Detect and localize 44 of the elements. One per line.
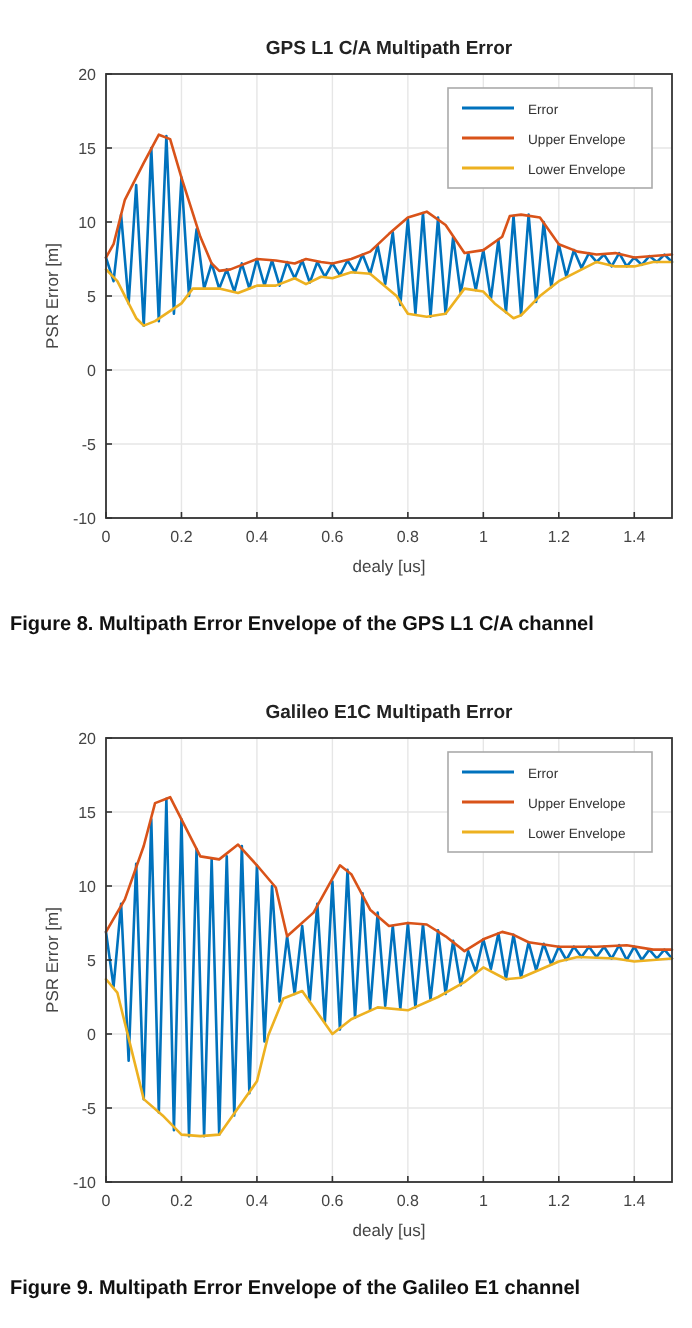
- x-tick-label: 0.2: [170, 1192, 194, 1210]
- line-series: [104, 133, 674, 273]
- y-tick-label: -10: [72, 1174, 98, 1192]
- y-tick-label: 0: [87, 1026, 98, 1044]
- caption: Figure 9. Multipath Error Envelope of the Galileo E1 channel: [10, 1278, 581, 1300]
- x-tick-label: 0.2: [170, 528, 194, 546]
- caption: Figure 8. Multipath Error Envelope of the GPS L1 C/A channel: [10, 614, 595, 636]
- y-tick-label: 20: [78, 66, 98, 84]
- x-tick-label: 1: [478, 1192, 489, 1210]
- x-tick-label: 1.2: [547, 528, 572, 546]
- line-series: [104, 260, 674, 327]
- chart-title: GPS L1 C/A Multipath Error: [265, 38, 513, 60]
- x-tick-label: 1.4: [623, 1192, 647, 1210]
- y-tick-label: 10: [78, 214, 98, 232]
- x-tick-label: 0: [101, 1192, 112, 1210]
- x-tick-label: 1.2: [547, 1192, 572, 1210]
- y-tick-label: -5: [81, 1100, 98, 1118]
- x-axis-title: dealy [us]: [352, 1220, 426, 1240]
- y-tick-label: -10: [72, 510, 98, 528]
- x-tick-label: 0: [101, 528, 112, 546]
- y-tick-label: 5: [87, 288, 98, 306]
- line-series: [104, 795, 674, 953]
- y-tick-label: -5: [81, 436, 98, 454]
- x-tick-label: 0.4: [245, 1192, 270, 1210]
- x-tick-label: 0.8: [396, 1192, 421, 1210]
- line-series: [104, 797, 674, 1138]
- y-tick-label: 15: [78, 804, 98, 822]
- line-series: [104, 134, 674, 327]
- y-tick-label: 20: [78, 730, 98, 748]
- y-axis-title: PSR Error [m]: [42, 243, 62, 349]
- y-tick-label: 10: [78, 878, 98, 896]
- x-tick-label: 0.6: [321, 528, 345, 546]
- x-tick-label: 1: [478, 528, 489, 546]
- y-tick-label: 15: [78, 140, 98, 158]
- line-series: [104, 955, 674, 1138]
- y-axis-title: PSR Error [m]: [42, 907, 62, 1013]
- chart-title: Galileo E1C Multipath Error: [265, 702, 514, 724]
- x-tick-label: 0.6: [321, 1192, 345, 1210]
- x-tick-label: 0.4: [245, 528, 270, 546]
- x-tick-label: 1.4: [623, 528, 647, 546]
- x-axis-title: dealy [us]: [352, 556, 426, 576]
- x-tick-label: 0.8: [396, 528, 421, 546]
- y-tick-label: 0: [87, 362, 98, 380]
- y-tick-label: 5: [87, 952, 98, 970]
